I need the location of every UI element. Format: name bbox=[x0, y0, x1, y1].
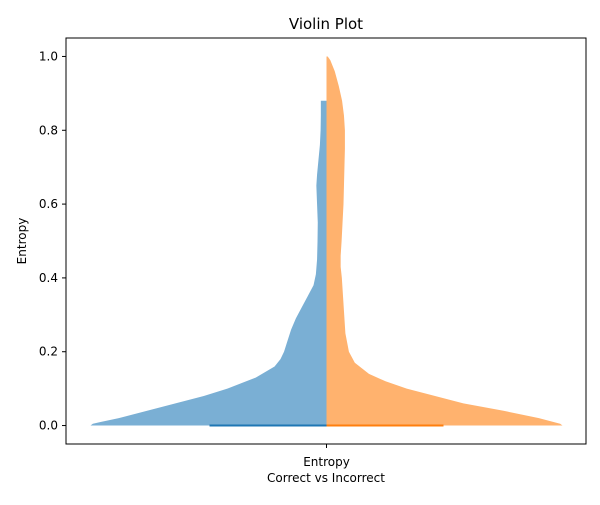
x-axis-label: Correct vs Incorrect bbox=[267, 471, 385, 485]
plot-area bbox=[90, 56, 563, 427]
y-tick-label: 0.6 bbox=[39, 197, 58, 211]
y-tick-label: 0.2 bbox=[39, 345, 58, 359]
y-tick-label: 1.0 bbox=[39, 49, 58, 63]
chart-title: Violin Plot bbox=[289, 15, 363, 33]
y-tick-label: 0.0 bbox=[39, 419, 58, 433]
y-tick-label: 0.8 bbox=[39, 123, 58, 137]
right-violin-half bbox=[326, 56, 563, 426]
y-axis-ticks: 0.0 0.2 0.4 0.6 0.8 1.0 bbox=[39, 49, 66, 433]
y-axis-label: Entropy bbox=[15, 218, 29, 265]
x-axis-ticks: Entropy bbox=[303, 444, 350, 469]
left-violin-half bbox=[90, 100, 327, 426]
y-tick-label: 0.4 bbox=[39, 271, 58, 285]
x-tick-label: Entropy bbox=[303, 455, 350, 469]
